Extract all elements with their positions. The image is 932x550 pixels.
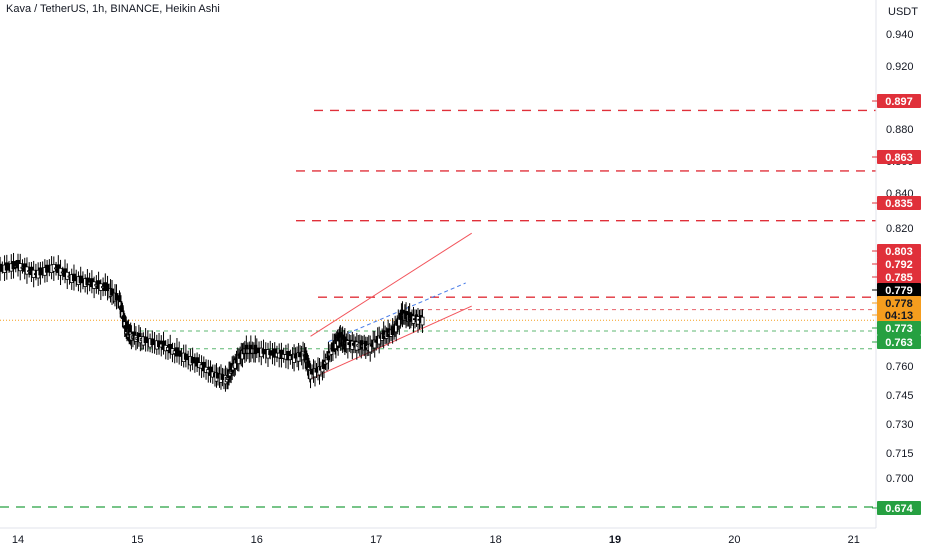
price-tag-label: 0.763 <box>885 337 913 349</box>
price-tag-label: 0.779 <box>885 285 913 297</box>
price-tag-resistance[interactable]: 0.835 <box>872 196 921 210</box>
price-tag-label: 0.773 <box>885 323 913 335</box>
price-tag-label: 0.674 <box>885 503 913 515</box>
price-tag-support[interactable]: 0.773 <box>872 321 921 335</box>
price-tag-label: 04:13 <box>885 310 913 322</box>
price-tag-bg <box>877 150 921 164</box>
channel-median-line[interactable] <box>328 282 466 343</box>
price-tag-resistance[interactable]: 0.785 <box>872 270 921 284</box>
price-tag-label: 0.792 <box>885 259 913 271</box>
candle-body <box>4 262 9 271</box>
time-tick-label: 21 <box>848 534 860 546</box>
price-tag-bg <box>877 94 921 108</box>
price-tag-bg <box>877 196 921 210</box>
price-tag-support[interactable]: 0.674 <box>872 501 921 515</box>
price-tick-label: 0.920 <box>886 61 914 73</box>
candles <box>0 252 425 392</box>
candle-body <box>201 361 206 372</box>
time-tick-label: 17 <box>370 534 382 546</box>
price-tag-label: 0.785 <box>885 272 913 284</box>
candle-body <box>195 357 200 367</box>
price-tag-bg <box>877 296 921 310</box>
price-axis-currency: USDT <box>888 6 918 18</box>
price-channel <box>310 232 472 380</box>
time-axis-ticks: 14 15 16 17 18 19 20 21 <box>12 534 860 546</box>
candle-body <box>85 277 90 286</box>
price-tick-label: 0.760 <box>886 361 914 373</box>
price-tick-label: 0.730 <box>886 419 914 431</box>
channel-lower-line[interactable] <box>310 305 472 380</box>
price-tag-countdown_time[interactable]: 04:13 <box>872 308 921 322</box>
price-tick-label: 0.940 <box>886 29 914 41</box>
price-tags: 0.897 0.863 0.835 0.8030.7920.7850.7790.778… <box>872 94 921 515</box>
price-tick-label: 0.700 <box>886 473 914 485</box>
price-tag-bg <box>877 501 921 515</box>
price-tag-bg <box>877 335 921 349</box>
channel-upper-line[interactable] <box>310 232 472 337</box>
price-tick-label: 0.715 <box>886 448 914 460</box>
price-tag-label: 0.835 <box>885 198 913 210</box>
time-tick-label: 16 <box>251 534 263 546</box>
time-tick-label: 18 <box>489 534 501 546</box>
price-tag-support[interactable]: 0.763 <box>872 335 921 349</box>
candle-body <box>11 261 16 270</box>
price-tag-label: 0.897 <box>885 96 913 108</box>
price-tag-resistance[interactable]: 0.897 <box>872 94 921 108</box>
price-tag-label: 0.803 <box>885 246 913 258</box>
price-tag-current[interactable]: 0.779 <box>872 283 921 297</box>
price-tag-bg <box>877 283 921 297</box>
level-lines <box>0 109 876 508</box>
time-tick-label: 19 <box>609 534 621 546</box>
time-tick-label: 15 <box>131 534 143 546</box>
candle-body <box>71 273 76 282</box>
price-tag-resistance[interactable]: 0.863 <box>872 150 921 164</box>
price-tick-label: 0.880 <box>886 124 914 136</box>
time-tick-label: 20 <box>728 534 740 546</box>
price-tag-resistance[interactable]: 0.792 <box>872 257 921 271</box>
candle-body <box>208 366 213 376</box>
price-tag-resistance[interactable]: 0.803 <box>872 244 921 258</box>
price-tag-bg <box>877 244 921 258</box>
time-tick-label: 14 <box>12 534 24 546</box>
candle-body <box>420 316 425 326</box>
chart-title: Kava / TetherUS, 1h, BINANCE, Heikin Ash… <box>6 3 220 15</box>
price-tag-bg <box>877 257 921 271</box>
candle-body <box>78 275 83 284</box>
price-tag-label: 0.778 <box>885 298 913 310</box>
price-tag-bg <box>877 321 921 335</box>
price-tick-label: 0.820 <box>886 223 914 235</box>
price-tick-label: 0.745 <box>886 390 914 402</box>
price-tag-label: 0.863 <box>885 152 913 164</box>
price-tag-bg <box>877 308 921 322</box>
price-tag-bg <box>877 270 921 284</box>
price-tag-countdown[interactable]: 0.778 <box>872 296 921 310</box>
